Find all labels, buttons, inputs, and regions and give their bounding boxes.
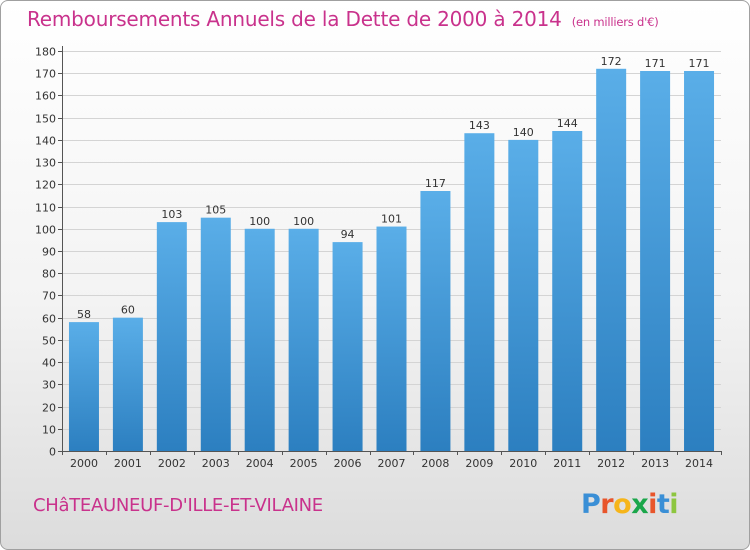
x-tick-label: 2002 (158, 457, 186, 470)
logo-letter: r (600, 489, 614, 520)
data-label: 143 (469, 119, 490, 132)
data-label: 103 (161, 208, 182, 221)
bar (684, 71, 715, 451)
bar (244, 228, 275, 451)
y-tick-label: 70 (42, 290, 56, 303)
x-tick-label: 2008 (421, 457, 449, 470)
proxiti-logo: Proxiti (581, 489, 679, 520)
logo-letter: i (669, 489, 679, 520)
y-tick-label: 100 (35, 224, 56, 237)
chart-title-text: Remboursements Annuels de la Dette de 20… (27, 7, 562, 31)
bar (508, 139, 539, 451)
x-tick-label: 2009 (465, 457, 493, 470)
x-tick-label: 2013 (641, 457, 669, 470)
bar (420, 191, 451, 451)
y-tick-label: 160 (35, 90, 56, 103)
data-label: 60 (121, 304, 135, 317)
logo-letter: P (581, 489, 601, 520)
y-tick-label: 20 (42, 402, 56, 415)
y-tick-label: 80 (42, 268, 56, 281)
bar (376, 226, 407, 451)
y-tick-label: 170 (35, 68, 56, 81)
x-tick-label: 2011 (553, 457, 581, 470)
bar (640, 71, 671, 451)
y-tick-label: 110 (35, 202, 56, 215)
y-tick-label: 60 (42, 313, 56, 326)
chart-title: Remboursements Annuels de la Dette de 20… (27, 7, 659, 31)
axes (62, 46, 721, 452)
y-tick-label: 180 (35, 46, 56, 59)
y-tick-label: 130 (35, 157, 56, 170)
bar (68, 322, 99, 451)
bar (200, 217, 231, 451)
bar (112, 317, 143, 451)
bar (332, 242, 363, 451)
x-tick-label: 2005 (290, 457, 318, 470)
data-labels: 58 60 103 105 100 100 94 101 117 143 140 144 172 171 1… (77, 55, 710, 321)
data-label: 144 (557, 117, 578, 130)
data-label: 100 (293, 215, 314, 228)
y-tick-label: 10 (42, 424, 56, 437)
x-tick-label: 2007 (378, 457, 406, 470)
x-axis-ticks: 2000 2001 2002 2003 2004 2005 2006 2007 2008 2009… (62, 451, 722, 470)
bar (552, 131, 583, 451)
data-label: 58 (77, 308, 91, 321)
bar (464, 133, 495, 451)
bars (68, 68, 715, 452)
x-tick-label: 2012 (597, 457, 625, 470)
data-label: 101 (381, 213, 402, 226)
y-tick-label: 120 (35, 179, 56, 192)
y-tick-label: 50 (42, 335, 56, 348)
data-label: 171 (645, 57, 666, 70)
chart-unit: (en milliers d'€) (571, 15, 659, 29)
data-label: 94 (341, 228, 355, 241)
data-label: 171 (689, 57, 710, 70)
x-tick-label: 2000 (70, 457, 98, 470)
y-tick-label: 0 (49, 446, 56, 459)
bar (156, 222, 187, 451)
x-tick-label: 2001 (114, 457, 142, 470)
data-label: 117 (425, 177, 446, 190)
y-tick-label: 140 (35, 135, 56, 148)
data-label: 105 (205, 204, 226, 217)
town-name: CHâTEAUNEUF-D'ILLE-ET-VILAINE (33, 495, 323, 516)
x-tick-label: 2014 (685, 457, 713, 470)
x-tick-label: 2006 (334, 457, 362, 470)
bar (596, 68, 627, 452)
logo-letter: i (648, 489, 657, 520)
y-tick-label: 90 (42, 246, 56, 259)
y-tick-label: 150 (35, 113, 56, 126)
data-label: 100 (249, 215, 270, 228)
x-tick-label: 2010 (509, 457, 537, 470)
logo-letter: t (656, 489, 670, 520)
y-tick-label: 40 (42, 357, 56, 370)
y-tick-label: 30 (42, 379, 56, 392)
data-label: 140 (513, 126, 534, 139)
logo-letter: x (631, 489, 649, 520)
data-label: 172 (601, 55, 622, 68)
bar (288, 228, 319, 451)
logo-letter: o (613, 489, 632, 520)
x-tick-label: 2003 (202, 457, 230, 470)
y-axis-ticks: 0 10 20 30 40 50 60 70 80 90 100 110 120 130 140 150 160… (35, 46, 62, 459)
x-tick-label: 2004 (246, 457, 274, 470)
